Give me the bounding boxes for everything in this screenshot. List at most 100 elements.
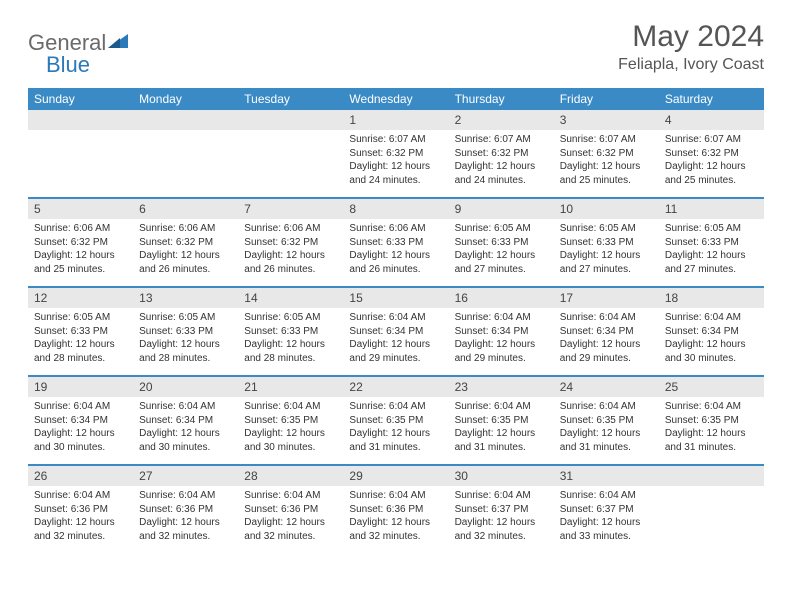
- month-title: May 2024: [618, 20, 764, 54]
- daynum-row: 567891011: [28, 198, 764, 219]
- sunset-line: Sunset: 6:36 PM: [244, 503, 337, 517]
- day-detail-cell: Sunrise: 6:04 AMSunset: 6:35 PMDaylight:…: [343, 397, 448, 465]
- day-detail-cell: Sunrise: 6:04 AMSunset: 6:35 PMDaylight:…: [238, 397, 343, 465]
- day-header: Wednesday: [343, 88, 448, 110]
- sunset-line: Sunset: 6:37 PM: [455, 503, 548, 517]
- day-number-cell: 16: [449, 287, 554, 308]
- day-number-cell: 21: [238, 376, 343, 397]
- sunrise-line: Sunrise: 6:04 AM: [560, 311, 653, 325]
- daynum-row: 12131415161718: [28, 287, 764, 308]
- sunrise-line: Sunrise: 6:05 AM: [665, 222, 758, 236]
- daylight-line: Daylight: 12 hours and 32 minutes.: [34, 516, 127, 543]
- day-number-cell: 9: [449, 198, 554, 219]
- day-detail-cell: Sunrise: 6:04 AMSunset: 6:36 PMDaylight:…: [133, 486, 238, 553]
- detail-row: Sunrise: 6:07 AM Sunset: 6:32 PM Daylight:…: [28, 130, 764, 198]
- day-number-cell: 24: [554, 376, 659, 397]
- calendar-table: Sunday Monday Tuesday Wednesday Thursday…: [28, 88, 764, 553]
- daylight-line: Daylight: 12 hours and 31 minutes.: [665, 427, 758, 454]
- sunrise-line: Sunrise: 6:04 AM: [349, 400, 442, 414]
- sunset-line: Sunset: 6:34 PM: [560, 325, 653, 339]
- sunrise-line: Sunrise: 6:04 AM: [34, 489, 127, 503]
- sunset-line: Sunset: 6:35 PM: [560, 414, 653, 428]
- day-detail-cell: Sunrise: 6:04 AMSunset: 6:34 PMDaylight:…: [554, 308, 659, 376]
- sunrise-line: Sunrise: 6:06 AM: [139, 222, 232, 236]
- day-number-cell: 29: [343, 465, 448, 486]
- daylight-line: Daylight: 12 hours and 26 minutes.: [244, 249, 337, 276]
- sunset-line: Sunset: 6:32 PM: [349, 147, 442, 161]
- day-detail-cell: Sunrise: 6:04 AMSunset: 6:34 PMDaylight:…: [449, 308, 554, 376]
- day-detail-cell: Sunrise: 6:04 AMSunset: 6:34 PMDaylight:…: [343, 308, 448, 376]
- day-number-cell: 8: [343, 198, 448, 219]
- daylight-line: Daylight: 12 hours and 28 minutes.: [244, 338, 337, 365]
- day-number-cell: [238, 110, 343, 130]
- daylight-line: Daylight: 12 hours and 31 minutes.: [455, 427, 548, 454]
- day-detail-cell: Sunrise: 6:04 AMSunset: 6:35 PMDaylight:…: [449, 397, 554, 465]
- sunset-line: Sunset: 6:34 PM: [455, 325, 548, 339]
- detail-row: Sunrise: 6:06 AM Sunset: 6:32 PM Daylight:…: [28, 219, 764, 287]
- day-detail-cell: Sunrise: 6:04 AMSunset: 6:37 PMDaylight:…: [554, 486, 659, 553]
- day-detail-cell: Sunrise: 6:06 AMSunset: 6:32 PMDaylight:…: [238, 219, 343, 287]
- sunrise-line: Sunrise: 6:05 AM: [560, 222, 653, 236]
- day-number-cell: [28, 110, 133, 130]
- sunrise-line: Sunrise: 6:04 AM: [139, 489, 232, 503]
- day-number-cell: 31: [554, 465, 659, 486]
- daylight-line: Daylight: 12 hours and 32 minutes.: [349, 516, 442, 543]
- daylight-line: Daylight: 12 hours and 27 minutes.: [560, 249, 653, 276]
- day-detail-cell: Sunrise: 6:04 AMSunset: 6:36 PMDaylight:…: [28, 486, 133, 553]
- daylight-line: Daylight: 12 hours and 30 minutes.: [665, 338, 758, 365]
- sunset-line: Sunset: 6:33 PM: [455, 236, 548, 250]
- day-number-cell: 25: [659, 376, 764, 397]
- sunrise-line: Sunrise: 6:05 AM: [455, 222, 548, 236]
- sunset-line: Sunset: 6:35 PM: [455, 414, 548, 428]
- day-detail-cell: Sunrise: 6:05 AMSunset: 6:33 PMDaylight:…: [28, 308, 133, 376]
- daynum-row: 1234: [28, 110, 764, 130]
- day-number-cell: 19: [28, 376, 133, 397]
- day-number-cell: 1: [343, 110, 448, 130]
- daylight-line: Daylight: 12 hours and 28 minutes.: [139, 338, 232, 365]
- daylight-line: Daylight: 12 hours and 24 minutes.: [455, 160, 548, 187]
- daynum-row: 262728293031: [28, 465, 764, 486]
- sunrise-line: Sunrise: 6:07 AM: [560, 133, 653, 147]
- daylight-line: Daylight: 12 hours and 29 minutes.: [560, 338, 653, 365]
- sunrise-line: Sunrise: 6:05 AM: [139, 311, 232, 325]
- day-detail-cell: Sunrise: 6:04 AMSunset: 6:35 PMDaylight:…: [659, 397, 764, 465]
- day-detail-cell: [28, 130, 133, 198]
- sunrise-line: Sunrise: 6:04 AM: [455, 489, 548, 503]
- daylight-line: Daylight: 12 hours and 26 minutes.: [349, 249, 442, 276]
- title-block: May 2024 Feliapla, Ivory Coast: [618, 20, 764, 74]
- day-detail-cell: [238, 130, 343, 198]
- day-detail-cell: Sunrise: 6:05 AMSunset: 6:33 PMDaylight:…: [659, 219, 764, 287]
- daylight-line: Daylight: 12 hours and 32 minutes.: [455, 516, 548, 543]
- daylight-line: Daylight: 12 hours and 31 minutes.: [349, 427, 442, 454]
- sunset-line: Sunset: 6:36 PM: [34, 503, 127, 517]
- daylight-line: Daylight: 12 hours and 32 minutes.: [244, 516, 337, 543]
- day-detail-cell: Sunrise: 6:05 AMSunset: 6:33 PMDaylight:…: [554, 219, 659, 287]
- day-detail-cell: Sunrise: 6:04 AMSunset: 6:34 PMDaylight:…: [28, 397, 133, 465]
- day-header-row: Sunday Monday Tuesday Wednesday Thursday…: [28, 88, 764, 110]
- sunset-line: Sunset: 6:33 PM: [560, 236, 653, 250]
- sunrise-line: Sunrise: 6:04 AM: [665, 400, 758, 414]
- day-number-cell: 20: [133, 376, 238, 397]
- sunrise-line: Sunrise: 6:04 AM: [349, 489, 442, 503]
- day-header: Saturday: [659, 88, 764, 110]
- sunset-line: Sunset: 6:32 PM: [34, 236, 127, 250]
- day-header: Monday: [133, 88, 238, 110]
- day-number-cell: 15: [343, 287, 448, 308]
- sunrise-line: Sunrise: 6:04 AM: [560, 400, 653, 414]
- logo-word2: Blue: [46, 52, 90, 77]
- logo: General: [28, 20, 132, 56]
- sunrise-line: Sunrise: 6:04 AM: [139, 400, 232, 414]
- sunrise-line: Sunrise: 6:04 AM: [455, 400, 548, 414]
- day-number-cell: 14: [238, 287, 343, 308]
- day-detail-cell: Sunrise: 6:07 AMSunset: 6:32 PMDaylight:…: [449, 130, 554, 198]
- day-detail-cell: Sunrise: 6:07 AMSunset: 6:32 PMDaylight:…: [659, 130, 764, 198]
- sunrise-line: Sunrise: 6:05 AM: [34, 311, 127, 325]
- sunrise-line: Sunrise: 6:04 AM: [349, 311, 442, 325]
- day-number-cell: 12: [28, 287, 133, 308]
- day-detail-cell: Sunrise: 6:07 AMSunset: 6:32 PMDaylight:…: [343, 130, 448, 198]
- day-number-cell: 6: [133, 198, 238, 219]
- sunset-line: Sunset: 6:34 PM: [139, 414, 232, 428]
- day-number-cell: 23: [449, 376, 554, 397]
- day-detail-cell: Sunrise: 6:05 AMSunset: 6:33 PMDaylight:…: [238, 308, 343, 376]
- day-detail-cell: [659, 486, 764, 553]
